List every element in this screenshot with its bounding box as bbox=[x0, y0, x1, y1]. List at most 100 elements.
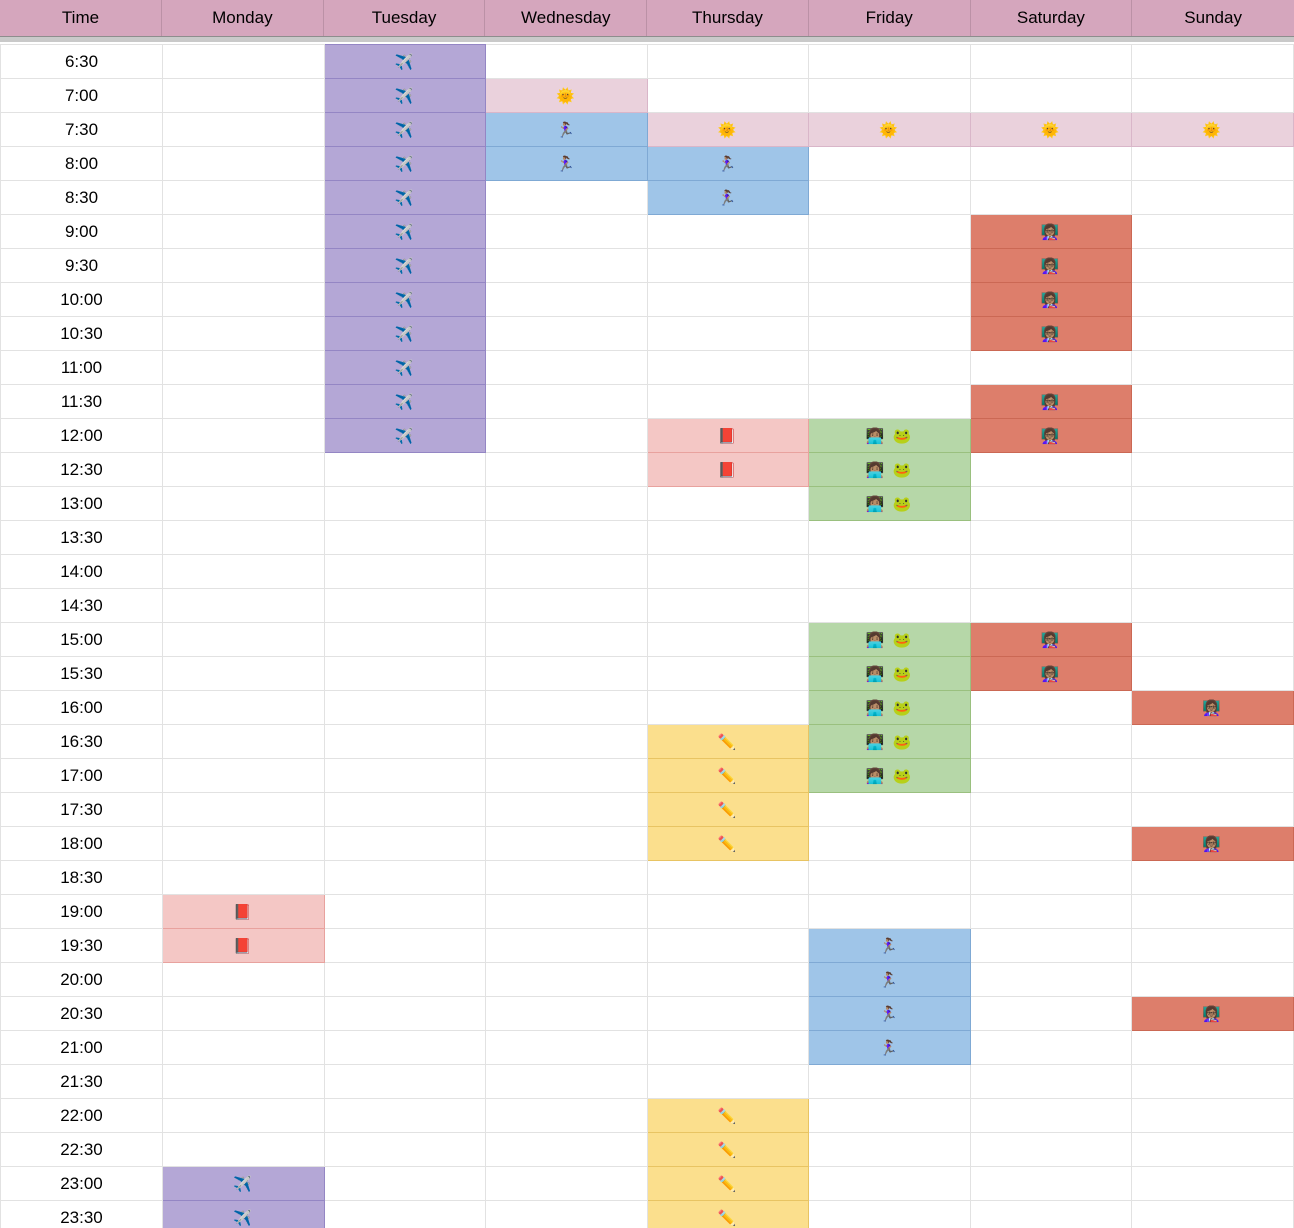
event-cell-flight[interactable]: ✈️ bbox=[323, 214, 487, 249]
empty-cell[interactable] bbox=[1131, 1132, 1294, 1167]
time-label[interactable]: 21:00 bbox=[0, 1030, 163, 1065]
event-cell-flight[interactable]: ✈️ bbox=[323, 78, 487, 113]
empty-cell[interactable] bbox=[1131, 928, 1294, 963]
empty-cell[interactable] bbox=[1131, 724, 1294, 759]
empty-cell[interactable] bbox=[1131, 554, 1294, 589]
empty-cell[interactable] bbox=[1131, 588, 1294, 623]
empty-cell[interactable] bbox=[969, 350, 1133, 385]
time-label[interactable]: 20:00 bbox=[0, 962, 163, 997]
empty-cell[interactable] bbox=[485, 724, 648, 759]
empty-cell[interactable] bbox=[1131, 860, 1294, 895]
empty-cell[interactable] bbox=[162, 1064, 325, 1099]
event-cell-write[interactable]: ✏️ bbox=[646, 1166, 810, 1201]
event-cell-run[interactable]: 🏃🏽‍♀️ bbox=[808, 996, 971, 1031]
empty-cell[interactable] bbox=[646, 1030, 810, 1065]
empty-cell[interactable] bbox=[808, 1132, 971, 1167]
empty-cell[interactable] bbox=[808, 248, 971, 283]
empty-cell[interactable] bbox=[323, 622, 487, 657]
empty-cell[interactable] bbox=[162, 112, 325, 147]
empty-cell[interactable] bbox=[969, 996, 1133, 1031]
empty-cell[interactable] bbox=[485, 248, 648, 283]
event-cell-run[interactable]: 🏃🏽‍♀️ bbox=[808, 962, 971, 997]
empty-cell[interactable] bbox=[485, 996, 648, 1031]
event-cell-flight[interactable]: ✈️ bbox=[323, 248, 487, 283]
empty-cell[interactable] bbox=[162, 962, 325, 997]
empty-cell[interactable] bbox=[162, 248, 325, 283]
time-label[interactable]: 16:00 bbox=[0, 690, 163, 725]
empty-cell[interactable] bbox=[808, 860, 971, 895]
empty-cell[interactable] bbox=[969, 44, 1133, 79]
event-cell-flight[interactable]: ✈️ bbox=[323, 44, 487, 79]
event-cell-run[interactable]: 🏃🏽‍♀️ bbox=[646, 146, 810, 181]
time-label[interactable]: 21:30 bbox=[0, 1064, 163, 1099]
empty-cell[interactable] bbox=[162, 78, 325, 113]
empty-cell[interactable] bbox=[969, 758, 1133, 793]
empty-cell[interactable] bbox=[969, 520, 1133, 555]
empty-cell[interactable] bbox=[485, 282, 648, 317]
empty-cell[interactable] bbox=[485, 792, 648, 827]
time-label[interactable]: 14:00 bbox=[0, 554, 163, 589]
empty-cell[interactable] bbox=[646, 860, 810, 895]
empty-cell[interactable] bbox=[162, 146, 325, 181]
empty-cell[interactable] bbox=[162, 656, 325, 691]
empty-cell[interactable] bbox=[485, 962, 648, 997]
time-label[interactable]: 14:30 bbox=[0, 588, 163, 623]
empty-cell[interactable] bbox=[323, 486, 487, 521]
header-cell-wednesday[interactable]: Wednesday bbox=[485, 0, 648, 36]
empty-cell[interactable] bbox=[162, 826, 325, 861]
empty-cell[interactable] bbox=[485, 928, 648, 963]
empty-cell[interactable] bbox=[1131, 520, 1294, 555]
empty-cell[interactable] bbox=[1131, 180, 1294, 215]
empty-cell[interactable] bbox=[323, 894, 487, 929]
empty-cell[interactable] bbox=[323, 724, 487, 759]
empty-cell[interactable] bbox=[646, 248, 810, 283]
empty-cell[interactable] bbox=[646, 622, 810, 657]
empty-cell[interactable] bbox=[1131, 622, 1294, 657]
empty-cell[interactable] bbox=[969, 180, 1133, 215]
empty-cell[interactable] bbox=[808, 44, 971, 79]
empty-cell[interactable] bbox=[646, 996, 810, 1031]
empty-cell[interactable] bbox=[808, 214, 971, 249]
empty-cell[interactable] bbox=[162, 282, 325, 317]
event-cell-code[interactable]: 👩🏽‍💻 🐸 bbox=[808, 486, 971, 521]
empty-cell[interactable] bbox=[808, 792, 971, 827]
empty-cell[interactable] bbox=[485, 520, 648, 555]
event-cell-flight[interactable]: ✈️ bbox=[162, 1166, 325, 1201]
time-label[interactable]: 9:30 bbox=[0, 248, 163, 283]
time-label[interactable]: 15:30 bbox=[0, 656, 163, 691]
empty-cell[interactable] bbox=[646, 350, 810, 385]
empty-cell[interactable] bbox=[323, 1132, 487, 1167]
empty-cell[interactable] bbox=[485, 1166, 648, 1201]
empty-cell[interactable] bbox=[162, 1030, 325, 1065]
empty-cell[interactable] bbox=[323, 758, 487, 793]
event-cell-flight[interactable]: ✈️ bbox=[323, 418, 487, 453]
empty-cell[interactable] bbox=[162, 622, 325, 657]
empty-cell[interactable] bbox=[646, 520, 810, 555]
event-cell-write[interactable]: ✏️ bbox=[646, 1098, 810, 1133]
empty-cell[interactable] bbox=[1131, 316, 1294, 351]
empty-cell[interactable] bbox=[1131, 792, 1294, 827]
empty-cell[interactable] bbox=[969, 1064, 1133, 1099]
event-cell-run[interactable]: 🏃🏽‍♀️ bbox=[808, 928, 971, 963]
empty-cell[interactable] bbox=[969, 1132, 1133, 1167]
empty-cell[interactable] bbox=[323, 1030, 487, 1065]
empty-cell[interactable] bbox=[323, 928, 487, 963]
empty-cell[interactable] bbox=[969, 826, 1133, 861]
empty-cell[interactable] bbox=[808, 1166, 971, 1201]
empty-cell[interactable] bbox=[808, 894, 971, 929]
empty-cell[interactable] bbox=[1131, 350, 1294, 385]
empty-cell[interactable] bbox=[808, 146, 971, 181]
empty-cell[interactable] bbox=[323, 588, 487, 623]
event-cell-write[interactable]: ✏️ bbox=[646, 758, 810, 793]
event-cell-flight[interactable]: ✈️ bbox=[323, 316, 487, 351]
empty-cell[interactable] bbox=[1131, 44, 1294, 79]
empty-cell[interactable] bbox=[162, 180, 325, 215]
empty-cell[interactable] bbox=[646, 78, 810, 113]
event-cell-read[interactable]: 📕 bbox=[646, 418, 810, 453]
empty-cell[interactable] bbox=[646, 690, 810, 725]
event-cell-write[interactable]: ✏️ bbox=[646, 724, 810, 759]
event-cell-code[interactable]: 👩🏽‍💻 🐸 bbox=[808, 622, 971, 657]
time-label[interactable]: 22:00 bbox=[0, 1098, 163, 1133]
empty-cell[interactable] bbox=[1131, 656, 1294, 691]
time-label[interactable]: 8:30 bbox=[0, 180, 163, 215]
